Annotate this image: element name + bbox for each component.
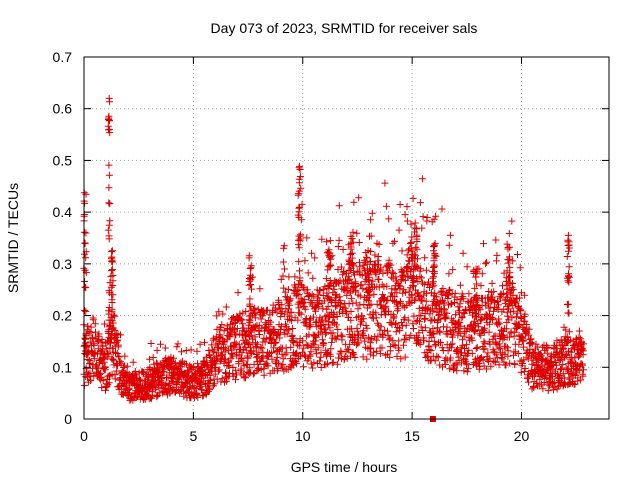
y-tick-label: 0.6	[53, 101, 73, 117]
y-tick-label: 0.2	[53, 308, 73, 324]
x-axis-label: GPS time / hours	[291, 459, 398, 475]
y-tick-label: 0.3	[53, 256, 73, 272]
x-tick-label: 10	[295, 428, 311, 444]
y-tick-label: 0.4	[53, 204, 73, 220]
chart-title: Day 073 of 2023, SRMTID for receiver sal…	[211, 20, 478, 36]
axis-ticks: 0 0.1 0.2 0.3 0.4 0.5 0.6 0.7 0 5 10 15 20	[53, 49, 609, 444]
y-axis-label: SRMTID / TECUs	[5, 183, 21, 293]
x-tick-label: 0	[80, 428, 88, 444]
plot-frame	[83, 56, 610, 420]
x-tick-label: 5	[189, 428, 197, 444]
y-tick-label: 0.1	[53, 359, 73, 375]
x-tick-label: 20	[514, 428, 530, 444]
y-tick-label: 0.7	[53, 49, 73, 65]
y-tick-label: 0.5	[53, 152, 73, 168]
y-tick-label: 0	[64, 411, 72, 427]
x-tick-label: 15	[404, 428, 420, 444]
